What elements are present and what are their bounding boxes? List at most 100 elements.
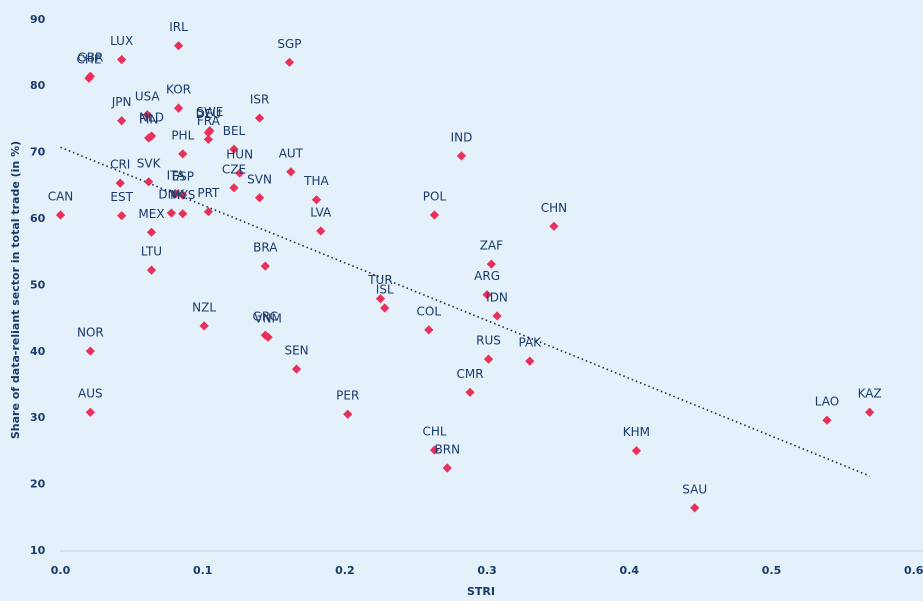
- x-tick-label: 0.3: [477, 564, 497, 577]
- point: [254, 113, 265, 123]
- point-label: SAU: [682, 482, 707, 496]
- point: [146, 131, 157, 141]
- x-tick-label: 0.5: [762, 564, 782, 577]
- point-label: GRC: [253, 310, 278, 324]
- point: [229, 144, 239, 154]
- point-label: PHL: [171, 128, 194, 142]
- point-label: KAZ: [858, 387, 882, 401]
- point: [254, 193, 265, 203]
- point: [482, 290, 492, 300]
- y-tick-label: 20: [30, 478, 46, 491]
- point-label: PER: [336, 389, 359, 403]
- point-label: CAN: [48, 190, 74, 204]
- point-label: SGP: [277, 37, 301, 51]
- point-label: ISL: [376, 282, 394, 296]
- point: [203, 207, 213, 217]
- point: [229, 183, 239, 193]
- point: [486, 259, 496, 269]
- x-tick-label: 0.2: [335, 564, 355, 577]
- point-label: ISR: [250, 93, 270, 107]
- point: [311, 195, 322, 205]
- point: [690, 503, 700, 513]
- point-label: NLD: [139, 111, 164, 125]
- point: [286, 167, 296, 177]
- point: [173, 103, 184, 113]
- point-label: ESP: [172, 170, 194, 184]
- point: [85, 346, 95, 356]
- point-label: NZL: [192, 300, 216, 314]
- point-label: USA: [135, 89, 161, 103]
- point: [235, 168, 245, 178]
- point-label: THA: [303, 174, 329, 188]
- x-tick-label: 0.4: [620, 564, 640, 577]
- point: [263, 332, 273, 342]
- point-label: LAO: [815, 395, 839, 409]
- point: [424, 325, 434, 335]
- point-label: BRN: [435, 443, 461, 457]
- point-label: ITA: [167, 168, 186, 182]
- point-label: IRL: [169, 20, 188, 34]
- y-tick-label: 70: [30, 146, 46, 159]
- y-tick-label: 80: [30, 79, 46, 92]
- point: [146, 227, 157, 237]
- point: [442, 463, 452, 473]
- point: [173, 41, 184, 51]
- point-label: VNM: [254, 312, 282, 326]
- point-label: LVA: [310, 205, 332, 219]
- point: [85, 71, 95, 81]
- point: [115, 178, 125, 188]
- point: [284, 57, 295, 67]
- point: [865, 407, 875, 417]
- point: [260, 261, 270, 271]
- point: [146, 265, 157, 275]
- point-label: KOR: [166, 83, 191, 97]
- point-label: MEX: [138, 207, 164, 221]
- point-label: ZAF: [480, 239, 503, 253]
- point: [291, 364, 302, 374]
- point-label: RUS: [476, 334, 501, 348]
- point: [631, 446, 642, 456]
- y-tick-label: 90: [30, 13, 46, 26]
- point: [822, 415, 832, 425]
- point-label: TUR: [367, 273, 392, 287]
- point-label: SEN: [284, 344, 308, 358]
- point-label: BRA: [253, 241, 278, 255]
- point-label: COL: [417, 304, 442, 318]
- point: [429, 210, 440, 220]
- y-tick-label: 30: [30, 411, 46, 424]
- point: [85, 407, 95, 417]
- point-label: DEU: [196, 107, 222, 121]
- x-tick-label: 0.6: [904, 564, 923, 577]
- point-label: CZE: [222, 162, 246, 176]
- point-label: CMR: [456, 367, 483, 381]
- point-label: KHM: [623, 425, 650, 439]
- point-label: SVN: [247, 172, 272, 186]
- point: [199, 321, 209, 331]
- point: [166, 208, 177, 218]
- point: [203, 134, 213, 144]
- point-label: HUN: [226, 148, 253, 162]
- trend-line: [60, 146, 870, 477]
- point-label: CHL: [422, 425, 446, 439]
- point-label: ARG: [474, 269, 500, 283]
- point: [171, 189, 181, 199]
- point: [316, 226, 326, 236]
- point-label: DNK: [158, 188, 185, 202]
- point: [117, 211, 127, 221]
- point-label: AUS: [78, 387, 103, 401]
- point-label: IND: [451, 130, 473, 144]
- point: [525, 356, 535, 366]
- point-label: AUT: [279, 146, 304, 160]
- point: [117, 116, 127, 126]
- point: [55, 210, 66, 220]
- point-label: LUX: [110, 34, 133, 48]
- point-label: NOR: [77, 326, 104, 340]
- y-tick-label: 40: [30, 345, 46, 358]
- point: [144, 177, 154, 187]
- point: [549, 221, 559, 231]
- point-label: POL: [423, 190, 447, 204]
- point: [178, 209, 188, 219]
- point: [178, 190, 188, 200]
